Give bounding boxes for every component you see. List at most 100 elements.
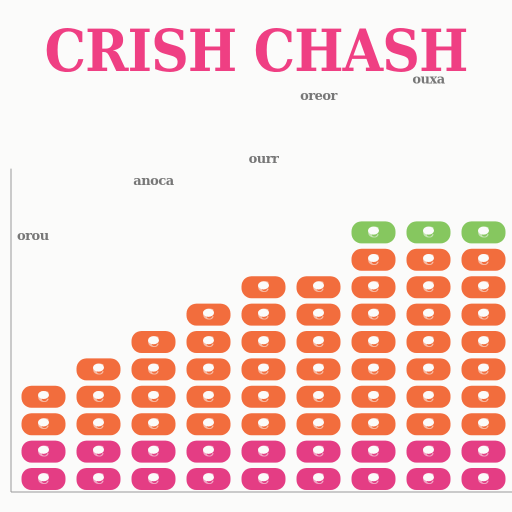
annotation-label: orou — [17, 229, 49, 244]
annotation-label: anoca — [133, 174, 174, 189]
bar-segment-notch — [423, 473, 434, 482]
bar-segment-label: C — [368, 278, 380, 296]
bar-segment-label: C — [148, 388, 160, 406]
bar-segment-label: C — [368, 333, 380, 351]
bar-segment-label: C — [478, 333, 490, 351]
bar-segment-label: C — [203, 388, 215, 406]
bar-segment-notch — [93, 391, 104, 400]
chart-title: CRISH CHASH — [44, 17, 468, 85]
bar-segment-notch — [148, 336, 159, 345]
annotation-label: oreor — [300, 89, 337, 104]
bar-segment-notch — [423, 445, 434, 454]
bar-segment-label: C — [258, 388, 270, 406]
bar-segment-label: C — [478, 415, 490, 433]
bar-segment-notch — [478, 336, 489, 345]
bar-segment-notch — [203, 336, 214, 345]
bar-segment-label: C — [478, 278, 490, 296]
bar-segment-notch — [203, 308, 214, 317]
bar-segment-notch — [203, 418, 214, 427]
bar-segment-label: C — [313, 306, 325, 324]
bar-segment-label: C — [38, 415, 50, 433]
bar-segment-label: C — [258, 306, 270, 324]
bar-segment-notch — [478, 226, 489, 235]
bar-segment-notch — [368, 281, 379, 290]
bar-segment-label: C — [368, 251, 380, 269]
bar-segment-notch — [258, 445, 269, 454]
bar-segment-label: C — [423, 306, 435, 324]
bar-segment-label: C — [203, 360, 215, 378]
bar-segment-label: C — [368, 306, 380, 324]
bar-segment-notch — [423, 254, 434, 263]
bar-segment-notch — [38, 473, 49, 482]
bar-segment-notch — [148, 391, 159, 400]
bar-segment-notch — [368, 445, 379, 454]
bar-segment-notch — [203, 363, 214, 372]
bar-segment-notch — [478, 281, 489, 290]
bar-segment-notch — [258, 473, 269, 482]
bar-segment-label: C — [258, 360, 270, 378]
bar-segment-label: C — [93, 360, 105, 378]
bar-segment-notch — [313, 363, 324, 372]
bar-segment-label: C — [423, 415, 435, 433]
bar-segment-label: C — [258, 278, 270, 296]
bar-segment-label: C — [203, 443, 215, 461]
bar-segment-notch — [368, 308, 379, 317]
bar-segment-label: C — [313, 388, 325, 406]
annotation-label: ouxa — [412, 73, 445, 88]
bar-segment-notch — [368, 391, 379, 400]
bar-segment-notch — [148, 473, 159, 482]
bar-segment-label: C — [38, 470, 50, 488]
bar-segment-label: C — [313, 360, 325, 378]
bar-segment-label: C — [258, 415, 270, 433]
bar-segment-notch — [313, 418, 324, 427]
bar-segment-label: C — [93, 415, 105, 433]
bar-segment-label: C — [313, 333, 325, 351]
bar-segment-label: C — [313, 415, 325, 433]
bar-segment-label: C — [478, 360, 490, 378]
bar-segment-notch — [148, 418, 159, 427]
bar-segment-notch — [313, 473, 324, 482]
bar-segment-label: C — [258, 443, 270, 461]
bar-segment-notch — [313, 336, 324, 345]
bar-segment-label: C — [423, 360, 435, 378]
bar-segment-label: C — [368, 470, 380, 488]
bar-segment-label: C — [368, 443, 380, 461]
bar-segment-label: C — [203, 306, 215, 324]
bar-segment-label: C — [423, 223, 435, 241]
bar-segment-label: C — [368, 223, 380, 241]
bar-segment-label: C — [93, 388, 105, 406]
bar-segment-label: C — [478, 251, 490, 269]
bar-segment-notch — [148, 363, 159, 372]
bar-segment-label: C — [423, 388, 435, 406]
bar-segment-label: C — [148, 443, 160, 461]
bar-segment-label: C — [368, 360, 380, 378]
bar-segment-label: C — [478, 470, 490, 488]
bar-segment-notch — [478, 363, 489, 372]
bar-segment-label: C — [148, 360, 160, 378]
bar-segment-label: C — [423, 470, 435, 488]
bar-segment-notch — [368, 473, 379, 482]
bar-segment-notch — [93, 418, 104, 427]
bar-segment-notch — [423, 336, 434, 345]
bar-segment-notch — [313, 308, 324, 317]
bar-segment-label: C — [368, 415, 380, 433]
bar-segment-notch — [423, 281, 434, 290]
bar-segment-notch — [258, 418, 269, 427]
bar-segment-label: C — [423, 333, 435, 351]
bar-segment-label: C — [93, 443, 105, 461]
bar-segment-notch — [478, 391, 489, 400]
bar-segment-label: C — [148, 333, 160, 351]
bar-segment-notch — [148, 445, 159, 454]
bar-segment-notch — [423, 391, 434, 400]
bar-segment-notch — [38, 391, 49, 400]
bar-segment-label: C — [93, 470, 105, 488]
bar-segment-notch — [93, 473, 104, 482]
